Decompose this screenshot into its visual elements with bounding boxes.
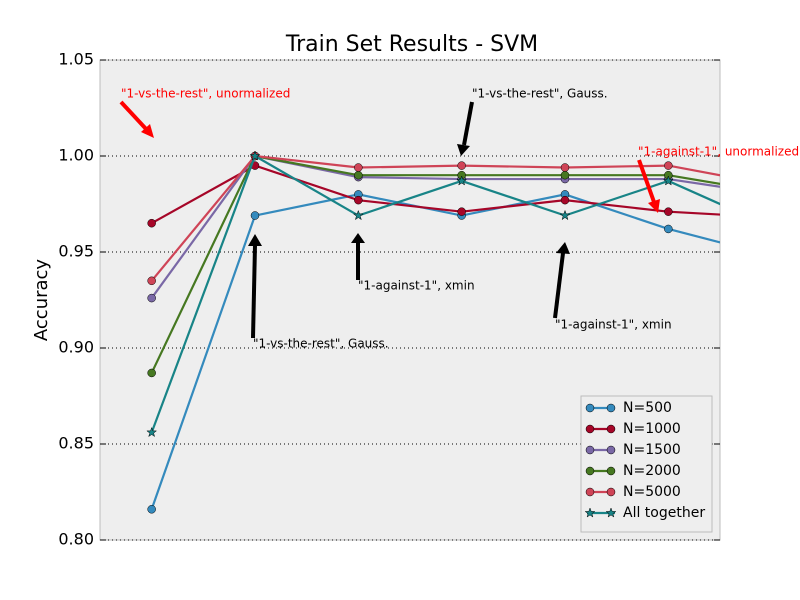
legend-label: N=500 [623, 400, 672, 416]
annotation: "1-against-1", xmin [358, 279, 475, 293]
y-tick-label: 0.95 [58, 242, 94, 261]
arrow [637, 159, 656, 203]
marker [560, 195, 570, 205]
arrow-head [457, 144, 470, 156]
legend-label: All together [623, 505, 705, 521]
arrow [251, 244, 257, 339]
marker [147, 218, 156, 228]
y-axis-label: Accuracy [31, 259, 52, 342]
marker [147, 368, 156, 378]
marker [585, 466, 595, 476]
chart-title: Train Set Results - SVM [285, 32, 538, 57]
y-tick-label: 0.80 [58, 530, 94, 549]
legend-label: N=2000 [623, 463, 681, 479]
legend-label: N=1500 [623, 442, 681, 458]
marker [352, 209, 364, 221]
marker [457, 207, 466, 216]
marker [560, 163, 570, 172]
marker [584, 507, 596, 518]
y-tick-label: 0.85 [58, 434, 94, 453]
marker [457, 161, 466, 170]
y-tick-label: 1.00 [58, 146, 94, 165]
marker [768, 190, 776, 198]
arrow-head [648, 199, 660, 213]
marker [249, 150, 261, 161]
arrow [119, 100, 149, 132]
arrow [462, 101, 474, 146]
marker [147, 276, 156, 286]
annotation-arrows [119, 100, 660, 339]
legend-label: N=5000 [623, 484, 681, 500]
marker [560, 170, 570, 180]
marker [250, 211, 260, 220]
marker [585, 403, 595, 413]
marker [585, 424, 595, 434]
marker [354, 170, 363, 180]
marker [585, 487, 595, 497]
marker [605, 507, 617, 518]
legend-box [580, 395, 713, 533]
marker [768, 188, 776, 196]
y-tick-label: 0.90 [58, 338, 94, 357]
arrow-head [248, 234, 262, 246]
marker [147, 505, 156, 514]
marker [768, 252, 776, 260]
arrow [553, 252, 565, 319]
annotation: "1-vs-the-rest", Gauss. [472, 87, 608, 101]
marker [606, 403, 616, 413]
marker [768, 213, 776, 221]
marker [664, 161, 673, 170]
arrow-head [556, 242, 570, 254]
annotation: "1-vs-the-rest", unormalized [121, 87, 290, 101]
marker [456, 175, 468, 186]
annotation: "1-against-1", unormalized [638, 145, 799, 159]
marker [354, 195, 363, 205]
marker [606, 466, 616, 476]
marker [664, 207, 673, 216]
arrow-head [351, 233, 365, 243]
marker [664, 224, 673, 234]
marker [767, 222, 777, 231]
marker [559, 209, 571, 221]
marker [606, 445, 616, 455]
y-tick-label: 1.05 [58, 50, 94, 69]
marker [585, 445, 595, 455]
annotation: "1-against-1", xmin [555, 318, 672, 332]
marker [146, 426, 158, 438]
marker [147, 293, 156, 303]
marker [354, 163, 363, 172]
marker [606, 487, 616, 497]
arrow-head [141, 124, 154, 138]
legend-label: N=1000 [623, 421, 681, 437]
marker [662, 175, 674, 186]
marker [768, 181, 776, 189]
marker [606, 424, 616, 434]
annotation: "1-vs-the-rest", Gauss. [253, 337, 389, 351]
